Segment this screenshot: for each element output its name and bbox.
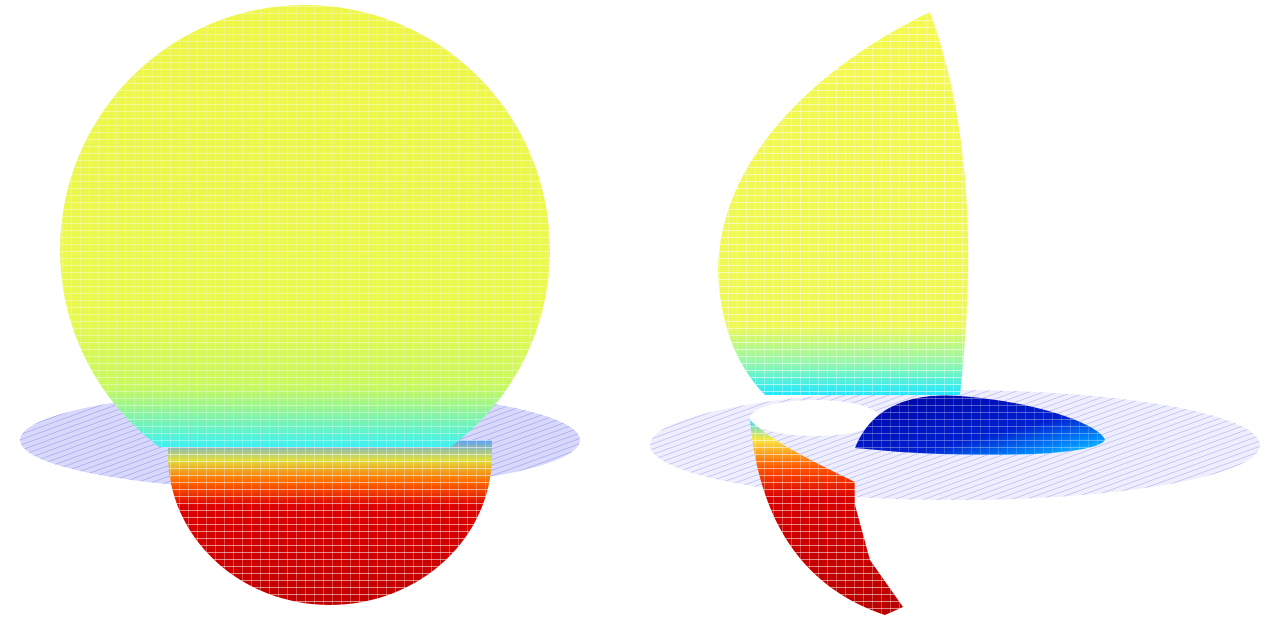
upper-wedge-mesh — [718, 12, 969, 395]
inner-lobe-mesh — [855, 395, 1105, 455]
lower-wedge-mesh — [750, 420, 903, 615]
disk-hole — [750, 400, 880, 436]
lower-mesh — [168, 440, 492, 605]
left-figure — [20, 5, 580, 605]
upper-mesh — [60, 5, 550, 447]
right-figure — [650, 12, 1260, 615]
